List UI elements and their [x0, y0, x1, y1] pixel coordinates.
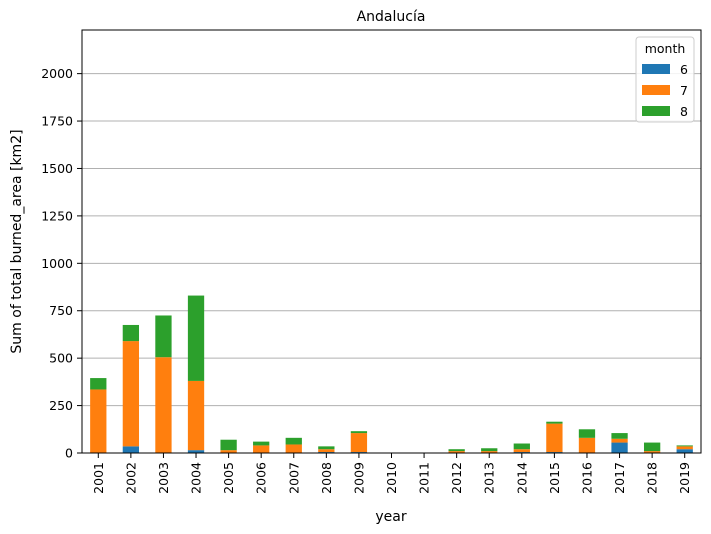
bar-2018-month-7: [643, 451, 661, 453]
x-tick-label: 2005: [221, 462, 236, 494]
x-tick-label: 2015: [547, 462, 562, 494]
x-tick-label: 2016: [579, 462, 594, 494]
x-tick-label: 2018: [645, 462, 660, 494]
y-tick-label: 1250: [41, 208, 73, 223]
gridlines: [82, 73, 701, 407]
x-tick-label: 2013: [482, 462, 497, 494]
x-tick-label: 2007: [286, 462, 301, 494]
bar-2016-month-8: [578, 429, 596, 438]
bars: [90, 295, 693, 453]
x-axis: 2001 2002 2003 2004 2005 2006 2007 2008 2009 2010…: [91, 453, 692, 494]
bar-2017-month-7: [611, 438, 628, 443]
x-tick-label: 2012: [449, 462, 464, 494]
legend-swatch-7: [642, 85, 670, 95]
legend-label: 6: [680, 62, 688, 77]
bar-2007-month-8: [285, 437, 302, 445]
y-tick-label: 750: [49, 303, 73, 318]
bar-2002-month-7: [122, 341, 140, 447]
y-tick-label: 1750: [41, 114, 73, 129]
x-tick-label: 2004: [189, 462, 204, 494]
x-tick-label: 2003: [156, 462, 171, 494]
bar-2007-month-7: [285, 444, 302, 453]
x-tick-label: 2002: [123, 462, 138, 494]
x-tick-label: 2008: [319, 462, 334, 494]
bar-2014-month-8: [513, 443, 530, 450]
bar-2004-month-7: [187, 380, 205, 451]
bar-2005-month-8: [220, 439, 237, 451]
bar-2019-month-6: [676, 449, 693, 453]
x-tick-label: 2011: [417, 462, 432, 494]
bar-2001-month-7: [90, 389, 107, 453]
legend-title: month: [645, 41, 686, 56]
bar-2001-month-8: [90, 378, 107, 390]
y-axis-label: Sum of total burned_area [km2]: [9, 129, 25, 353]
bar-2014-month-7: [513, 449, 530, 453]
legend-label: 8: [680, 104, 688, 119]
x-tick-label: 2019: [677, 462, 692, 494]
bar-2012-month-8: [448, 449, 465, 452]
y-tick-label: 1000: [41, 256, 73, 271]
bar-2013-month-7: [481, 451, 498, 453]
y-tick-label: 500: [49, 351, 73, 366]
x-axis-label: year: [375, 509, 406, 525]
x-tick-label: 2017: [612, 462, 627, 494]
bar-2006-month-8: [253, 441, 270, 446]
bar-2016-month-7: [578, 437, 596, 453]
legend-label: 7: [680, 83, 688, 98]
bar-2017-month-8: [611, 433, 628, 439]
x-tick-label: 2009: [351, 462, 366, 494]
legend-swatch-6: [642, 64, 670, 74]
bar-2019-month-7: [676, 446, 693, 450]
bar-2003-month-7: [155, 357, 172, 453]
legend-swatch-8: [642, 106, 670, 116]
bar-2008-month-8: [318, 446, 335, 450]
bar-2004-month-6: [187, 450, 205, 453]
y-axis: 0 250 500 750 1000 1250 1500 1750 2000: [41, 66, 82, 461]
bar-2009-month-8: [350, 431, 368, 434]
x-tick-label: 2001: [91, 462, 106, 494]
y-tick-label: 250: [49, 398, 73, 413]
bar-2006-month-7: [253, 445, 270, 453]
y-tick-label: 1500: [41, 161, 73, 176]
x-tick-label: 2010: [384, 462, 399, 494]
y-tick-label: 0: [65, 446, 73, 461]
bar-2018-month-8: [643, 442, 661, 452]
bar-2005-month-7: [220, 450, 237, 453]
bar-2012-month-7: [448, 451, 465, 453]
bar-2015-month-8: [546, 421, 563, 424]
x-tick-label: 2006: [254, 462, 269, 494]
y-tick-label: 2000: [41, 66, 73, 81]
legend: month 6 7 8: [635, 36, 695, 123]
bar-2015-month-7: [546, 423, 563, 453]
bar-2009-month-7: [350, 433, 368, 453]
bar-2017-month-6: [611, 442, 628, 453]
bar-2019-month-8: [676, 445, 693, 447]
bar-2002-month-6: [122, 446, 140, 453]
bar-2004-month-8: [187, 295, 205, 381]
legend-frame: [635, 36, 695, 123]
bar-2002-month-8: [122, 324, 140, 342]
chart-title: Andalucía: [357, 9, 426, 25]
bar-2013-month-8: [481, 448, 498, 452]
bar-2008-month-7: [318, 449, 335, 453]
plot-frame: [81, 29, 702, 454]
bar-2003-month-8: [155, 315, 172, 358]
x-tick-label: 2014: [514, 462, 529, 494]
